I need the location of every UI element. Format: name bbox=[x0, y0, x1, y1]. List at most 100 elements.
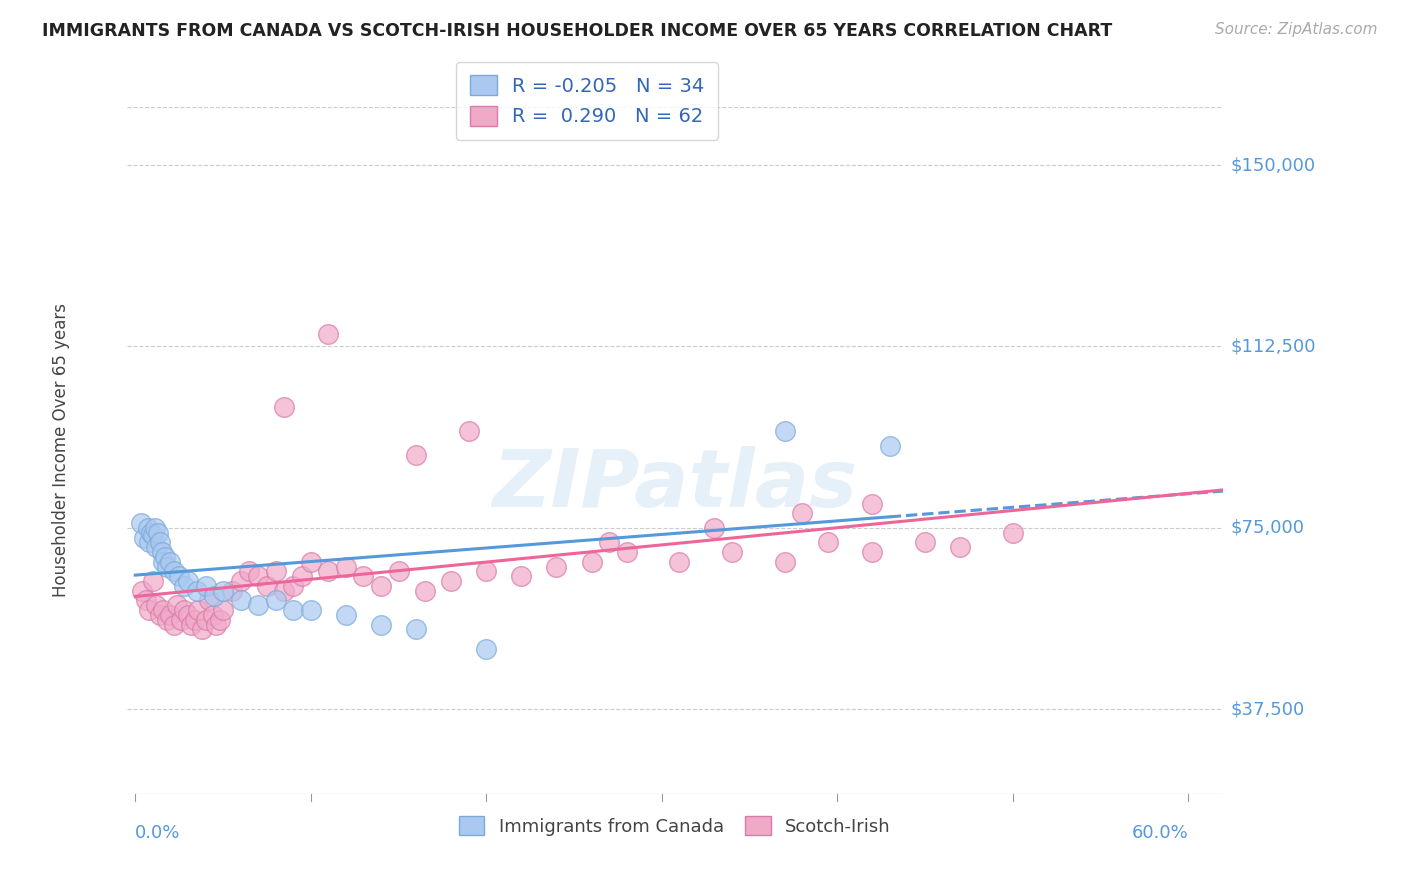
Point bbox=[790, 506, 813, 520]
Point bbox=[457, 424, 479, 438]
Text: $37,500: $37,500 bbox=[1230, 700, 1305, 718]
Point bbox=[1001, 525, 1024, 540]
Point bbox=[159, 607, 181, 622]
Point bbox=[139, 525, 162, 540]
Point bbox=[335, 607, 357, 622]
Point bbox=[860, 497, 883, 511]
Point bbox=[273, 400, 295, 414]
Point bbox=[283, 603, 305, 617]
Point bbox=[187, 603, 209, 617]
Point bbox=[238, 565, 260, 579]
Point bbox=[335, 559, 357, 574]
Point bbox=[299, 603, 322, 617]
Point bbox=[318, 565, 340, 579]
Point bbox=[773, 555, 796, 569]
Point bbox=[152, 555, 174, 569]
Point bbox=[475, 641, 498, 656]
Point bbox=[145, 540, 167, 554]
Point bbox=[208, 613, 231, 627]
Point bbox=[145, 599, 167, 613]
Text: $112,500: $112,500 bbox=[1230, 337, 1316, 356]
Point bbox=[149, 535, 172, 549]
Point bbox=[166, 599, 188, 613]
Point bbox=[150, 545, 173, 559]
Point bbox=[510, 569, 533, 583]
Point bbox=[173, 579, 195, 593]
Point bbox=[142, 528, 165, 542]
Point bbox=[149, 607, 172, 622]
Point bbox=[153, 549, 176, 564]
Point bbox=[173, 603, 195, 617]
Point bbox=[212, 603, 235, 617]
Point bbox=[194, 613, 217, 627]
Point bbox=[221, 583, 243, 598]
Legend: Immigrants from Canada, Scotch-Irish: Immigrants from Canada, Scotch-Irish bbox=[449, 805, 901, 847]
Point bbox=[616, 545, 638, 559]
Point bbox=[879, 439, 901, 453]
Point bbox=[291, 569, 314, 583]
Point bbox=[817, 535, 839, 549]
Point bbox=[546, 559, 568, 574]
Point bbox=[773, 424, 796, 438]
Point bbox=[264, 565, 287, 579]
Point bbox=[949, 540, 972, 554]
Point bbox=[152, 603, 174, 617]
Point bbox=[163, 565, 186, 579]
Point bbox=[273, 583, 295, 598]
Point bbox=[405, 448, 427, 462]
Point bbox=[264, 593, 287, 607]
Point bbox=[205, 617, 228, 632]
Point bbox=[142, 574, 165, 588]
Text: $150,000: $150,000 bbox=[1230, 156, 1315, 174]
Text: IMMIGRANTS FROM CANADA VS SCOTCH-IRISH HOUSEHOLDER INCOME OVER 65 YEARS CORRELAT: IMMIGRANTS FROM CANADA VS SCOTCH-IRISH H… bbox=[42, 22, 1112, 40]
Point bbox=[581, 555, 603, 569]
Point bbox=[159, 555, 181, 569]
Point bbox=[198, 593, 221, 607]
Point bbox=[143, 521, 166, 535]
Point bbox=[131, 583, 153, 598]
Point bbox=[299, 555, 322, 569]
Point bbox=[136, 521, 159, 535]
Point bbox=[186, 583, 208, 598]
Point bbox=[163, 617, 186, 632]
Point bbox=[598, 535, 620, 549]
Text: 0.0%: 0.0% bbox=[135, 824, 181, 842]
Point bbox=[475, 565, 498, 579]
Point bbox=[156, 613, 179, 627]
Point bbox=[135, 593, 157, 607]
Point bbox=[318, 327, 340, 342]
Point bbox=[180, 617, 202, 632]
Point bbox=[177, 574, 200, 588]
Text: $75,000: $75,000 bbox=[1230, 519, 1305, 537]
Point bbox=[138, 535, 160, 549]
Point bbox=[370, 579, 392, 593]
Point bbox=[721, 545, 744, 559]
Point bbox=[194, 579, 217, 593]
Point bbox=[387, 565, 409, 579]
Point bbox=[413, 583, 436, 598]
Point bbox=[370, 617, 392, 632]
Point bbox=[352, 569, 374, 583]
Point bbox=[202, 589, 225, 603]
Point bbox=[256, 579, 278, 593]
Point bbox=[860, 545, 883, 559]
Point bbox=[440, 574, 463, 588]
Text: 60.0%: 60.0% bbox=[1132, 824, 1188, 842]
Point bbox=[247, 569, 270, 583]
Point bbox=[129, 516, 152, 530]
Point bbox=[283, 579, 305, 593]
Text: Source: ZipAtlas.com: Source: ZipAtlas.com bbox=[1215, 22, 1378, 37]
Point bbox=[703, 521, 725, 535]
Point bbox=[668, 555, 690, 569]
Point bbox=[405, 623, 427, 637]
Point bbox=[229, 593, 252, 607]
Point bbox=[247, 599, 270, 613]
Point bbox=[184, 613, 207, 627]
Point bbox=[156, 559, 179, 574]
Point bbox=[177, 607, 200, 622]
Point bbox=[170, 613, 193, 627]
Point bbox=[212, 583, 235, 598]
Point bbox=[201, 607, 224, 622]
Point bbox=[167, 569, 190, 583]
Text: ZIPatlas: ZIPatlas bbox=[492, 446, 858, 524]
